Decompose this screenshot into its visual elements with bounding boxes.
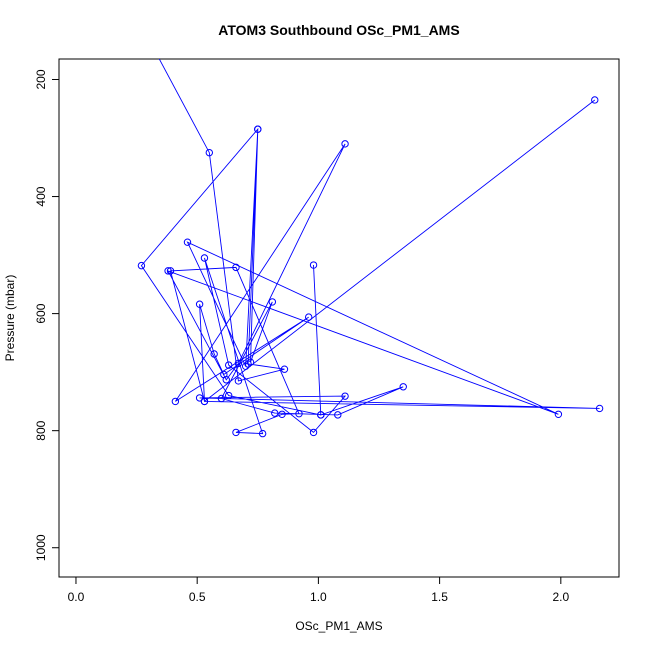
x-tick-label: 2.0 bbox=[552, 590, 569, 604]
data-point bbox=[195, 394, 204, 402]
data-point bbox=[280, 365, 289, 373]
data-point bbox=[317, 411, 325, 419]
x-axis: 0.0 0.5 1.0 1.5 2.0 bbox=[68, 576, 569, 604]
data-point bbox=[217, 394, 226, 403]
y-tick-label: 600 bbox=[34, 303, 48, 323]
data-point bbox=[309, 428, 318, 437]
chart-title: ATOM3 Southbound OSc_PM1_AMS bbox=[218, 22, 459, 38]
x-axis-label: OSc_PM1_AMS bbox=[295, 619, 382, 633]
data-point bbox=[220, 370, 228, 379]
y-tick-label: 1000 bbox=[34, 534, 48, 561]
data-point bbox=[268, 298, 277, 306]
data-point bbox=[137, 261, 146, 270]
data-point bbox=[304, 313, 313, 321]
data-point bbox=[271, 409, 279, 417]
y-axis: 200 400 600 800 1000 bbox=[34, 69, 60, 561]
data-point bbox=[200, 397, 209, 406]
x-tick-label: 1.5 bbox=[431, 590, 448, 604]
data-point bbox=[295, 409, 303, 418]
data-point bbox=[183, 238, 192, 246]
data-point bbox=[254, 125, 262, 133]
data-point bbox=[224, 361, 233, 369]
y-tick-label: 400 bbox=[34, 186, 48, 206]
data-point bbox=[234, 377, 243, 385]
series-points bbox=[136, 18, 604, 438]
data-point bbox=[341, 140, 349, 148]
data-point bbox=[232, 428, 240, 437]
data-point bbox=[166, 267, 175, 275]
data-point bbox=[210, 350, 218, 358]
data-point bbox=[205, 148, 214, 157]
data-point bbox=[309, 261, 318, 269]
x-tick-label: 1.0 bbox=[310, 590, 327, 604]
data-point bbox=[258, 429, 267, 438]
data-point bbox=[244, 360, 252, 368]
data-point bbox=[278, 410, 286, 418]
data-point bbox=[595, 404, 604, 413]
data-point bbox=[399, 383, 407, 391]
data-point bbox=[554, 410, 563, 418]
data-point bbox=[232, 263, 240, 272]
x-tick-label: 0.5 bbox=[189, 590, 206, 604]
data-point bbox=[234, 359, 243, 368]
data-point bbox=[164, 267, 172, 275]
data-point bbox=[171, 397, 180, 406]
data-point bbox=[341, 392, 349, 400]
data-point bbox=[591, 96, 599, 104]
data-point bbox=[241, 362, 250, 370]
data-point bbox=[136, 18, 142, 24]
series-lines bbox=[140, 59, 600, 435]
data-point bbox=[334, 411, 342, 419]
data-point bbox=[246, 358, 255, 366]
y-tick-label: 800 bbox=[34, 420, 48, 440]
y-tick-label: 200 bbox=[34, 69, 48, 89]
data-point bbox=[200, 254, 209, 262]
series-line bbox=[140, 59, 600, 435]
data-point bbox=[195, 300, 204, 308]
y-axis-label: Pressure (mbar) bbox=[3, 275, 17, 362]
data-point bbox=[224, 391, 233, 400]
x-tick-label: 0.0 bbox=[68, 590, 85, 604]
plot-frame bbox=[58, 58, 620, 578]
